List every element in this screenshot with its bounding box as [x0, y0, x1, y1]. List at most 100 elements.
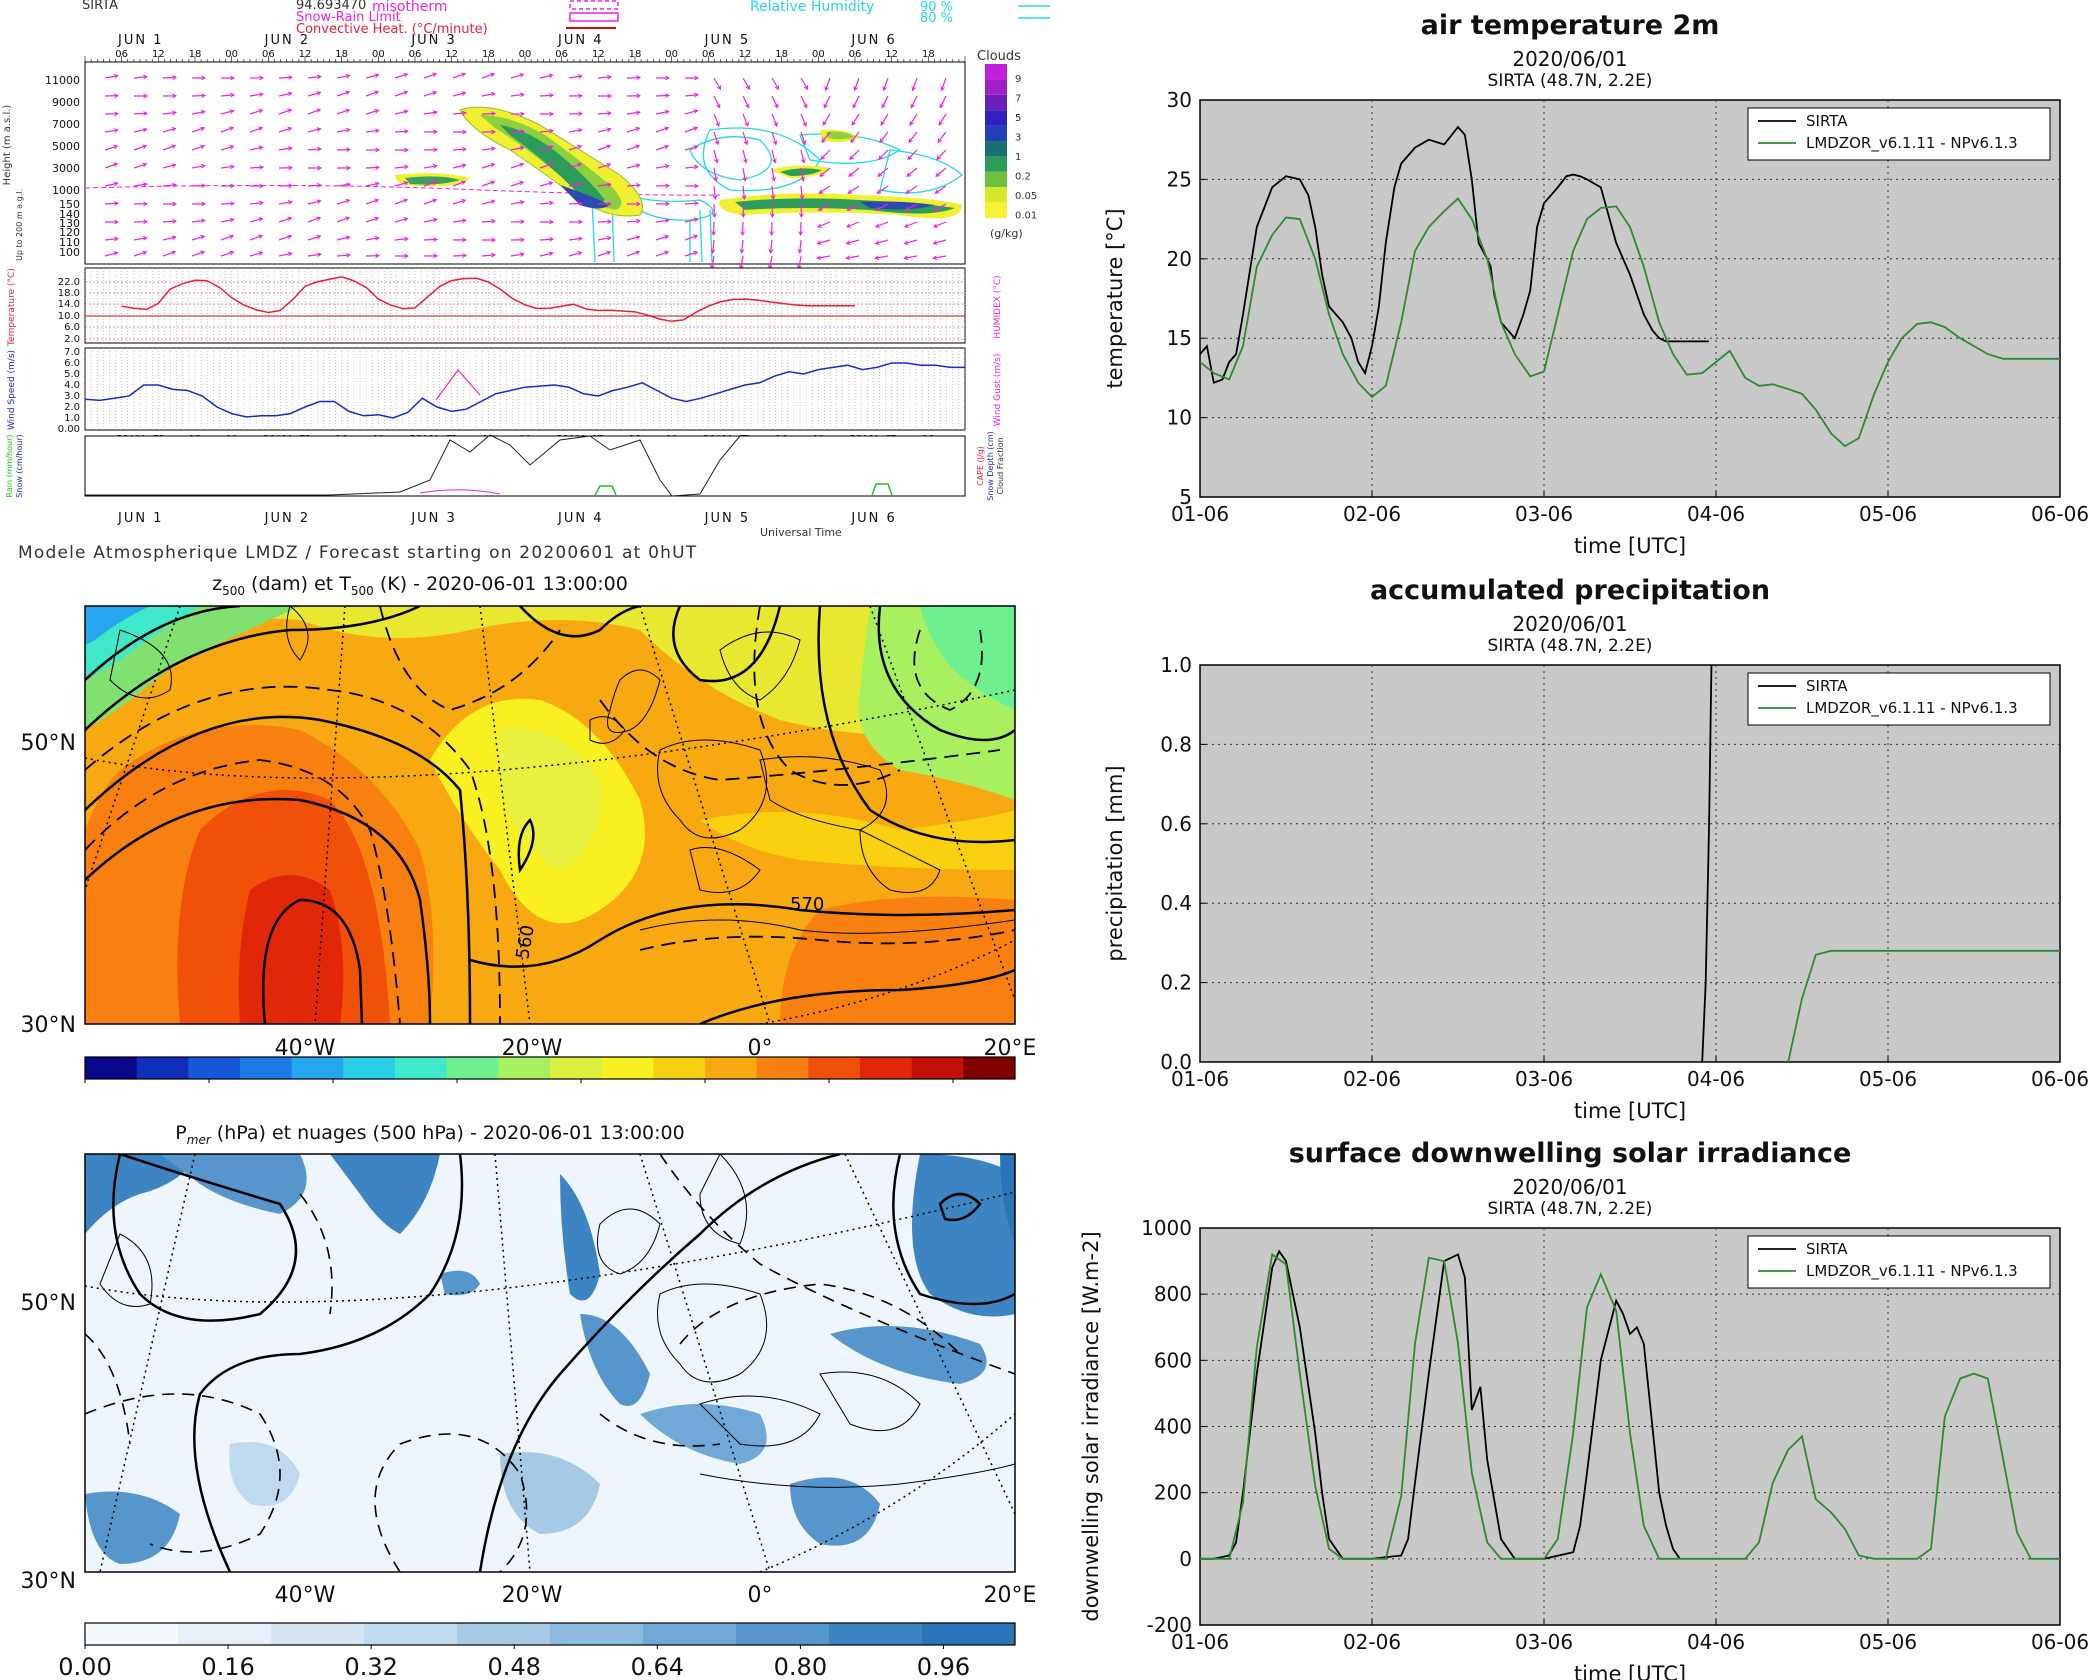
wind-arrow: [824, 77, 831, 91]
wind-arrow: [626, 220, 641, 223]
x-tick-label: 05-06: [1859, 502, 1917, 526]
wind-arrow: [684, 145, 698, 151]
y-tick-label: 1.0: [1160, 653, 1192, 677]
map2-lat-30n: 30°N: [21, 1569, 76, 1594]
clouds-scale-tick: 9: [1015, 74, 1021, 85]
y-tick-label: 0.6: [1160, 812, 1192, 836]
y-tick-label: 25: [1167, 167, 1192, 191]
temperature-tick-label: 2.0: [64, 334, 80, 345]
pressure-clouds-map: Pmer (hPa) et nuages (500 hPa) - 2020-06…: [21, 1122, 1037, 1680]
wind-arrow: [936, 149, 947, 160]
x-tick-label: 03-06: [1515, 1067, 1573, 1091]
wind-arrow: [510, 253, 524, 257]
wind-arrow: [771, 131, 777, 145]
colorbar-tick-label: 237: [310, 1087, 356, 1090]
wind-arrow: [933, 221, 947, 228]
wind-arrow: [307, 235, 321, 241]
legend-label: LMDZOR_v6.1.11 - NPv6.1.3: [1806, 699, 2018, 718]
colorbar-swatch: [922, 1623, 1016, 1645]
wind-arrow: [539, 94, 554, 97]
wind-arrow: [452, 164, 466, 169]
wind-arrow: [278, 217, 292, 223]
wind-arrow: [626, 127, 640, 133]
map2-lon-0: 0°: [748, 1583, 773, 1608]
wind-arrow: [191, 251, 205, 257]
y-tick-label: 1000: [1141, 1216, 1192, 1240]
wind-arrow: [452, 92, 466, 97]
wind-arrow: [655, 145, 669, 151]
colorbar-swatch: [446, 1057, 499, 1079]
wind-arrow: [336, 183, 350, 187]
wind-arrow: [568, 202, 583, 205]
wind-arrow: [481, 73, 495, 79]
y-tick-label: 800: [1154, 1282, 1192, 1306]
wind-arrow: [742, 131, 748, 145]
wind-arrow: [933, 255, 947, 259]
wind-arrow: [365, 182, 379, 187]
rain-axis-label: Rain (mm/hour): [5, 435, 14, 498]
wind-arrow: [711, 255, 715, 269]
wind-arrow: [249, 109, 263, 115]
wind-arrow: [655, 127, 669, 133]
clouds-scale-tick: 3: [1015, 133, 1021, 144]
series-line-lmdzor: [1787, 949, 2060, 1062]
wind-arrow: [104, 202, 119, 205]
temperature-curve: [121, 276, 855, 323]
wind-arrow: [394, 238, 408, 241]
height-tick-label: 130: [59, 217, 80, 230]
wind-arrow: [597, 183, 611, 187]
wind-arrow: [684, 251, 698, 257]
colorbar-swatch: [136, 1057, 189, 1079]
wind-arrow: [875, 255, 889, 259]
meteogram-hour-label: 18: [775, 49, 788, 60]
x-tick-label: 01-06: [1171, 502, 1229, 526]
x-axis-label: time [UTC]: [1574, 1662, 1686, 1680]
height-tick-label: 7000: [52, 118, 80, 131]
wind-arrow: [568, 163, 582, 169]
wind-arrow: [249, 146, 263, 151]
rain-panel: [84, 435, 966, 497]
wind-arrow: [905, 185, 918, 194]
wind-arrow: [191, 235, 205, 241]
wind-arrow: [162, 164, 176, 169]
temperature-axis-label: Temperature (°C): [7, 268, 17, 347]
height-tick-label: 1000: [52, 184, 80, 197]
colorbar-swatch: [178, 1623, 272, 1645]
wind-arrow: [220, 165, 234, 169]
wind-arrow: [821, 131, 831, 143]
wind-arrow: [539, 74, 553, 79]
wind-arrow: [394, 217, 408, 223]
wind-arrow: [911, 77, 918, 91]
wind-arrow: [597, 112, 612, 115]
y-tick-label: 0.8: [1160, 732, 1192, 756]
meteogram-hour-label: 06: [555, 49, 568, 60]
wind-arrow: [597, 251, 611, 257]
wind-arrow: [133, 145, 147, 151]
wind-arrow: [800, 149, 805, 163]
wind-arrow: [818, 185, 831, 194]
wind-arrow: [626, 145, 640, 151]
colorbar-tick-label: 243: [434, 1087, 480, 1090]
wind-speed-curve: [84, 362, 965, 419]
wind-arrow: [820, 149, 831, 160]
meteogram-day-label: JUN 1: [117, 511, 163, 526]
colorbar-swatch: [643, 1623, 737, 1645]
colorbar-tick-label: 0.96: [917, 1653, 970, 1680]
wind-arrow: [452, 199, 466, 205]
chart-subtitle: 2020/06/01: [1512, 612, 1627, 636]
wind-arrow: [882, 77, 889, 91]
y-tick-label: 0: [1179, 1547, 1192, 1571]
wind-arrow: [510, 146, 524, 151]
wind-arrow: [568, 129, 582, 133]
y-tick-label: 0.0: [1160, 1050, 1192, 1074]
chart-location: SIRTA (48.7N, 2.2E): [1488, 1199, 1653, 1219]
legend-label: SIRTA: [1806, 112, 1848, 130]
wind-arrow: [876, 203, 889, 211]
temperature-tick-label: 10.0: [58, 311, 80, 322]
meteogram-hour-label: 06: [849, 49, 862, 60]
humidex-axis-label: HUMIDEX (°C): [993, 275, 1003, 338]
meteogram-day-label: JUN 3: [410, 511, 456, 526]
height-tick-label: 100: [59, 246, 80, 259]
wind-arrow: [481, 220, 496, 223]
